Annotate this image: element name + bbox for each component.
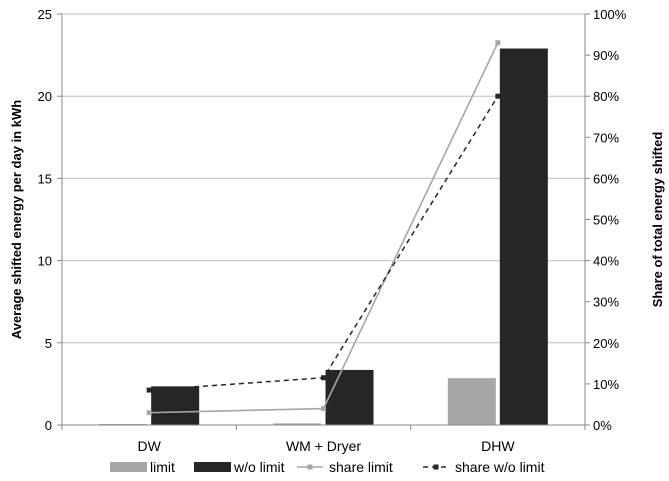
right-tick-label: 20%	[593, 336, 619, 351]
right-tick-label: 0%	[593, 418, 612, 433]
legend-label: share limit	[329, 459, 393, 475]
share-without-limit-line	[149, 95, 499, 391]
bar-without-limit	[151, 386, 200, 425]
left-axis-ticks: 0 5 10 15 20 25	[38, 7, 62, 433]
legend: limit w/o limit share limit share w/o limit	[110, 459, 545, 475]
right-tick-label: 40%	[593, 254, 619, 269]
left-tick-label: 15	[38, 171, 52, 186]
right-tick-label: 100%	[593, 7, 627, 22]
left-axis-title: Average shifted energy per day in kWh	[9, 100, 24, 339]
share-limit-marker	[321, 406, 326, 412]
share-lines	[146, 40, 501, 416]
left-tick-label: 10	[38, 254, 52, 269]
right-tick-label: 70%	[593, 130, 619, 145]
share-without-limit-marker	[495, 93, 501, 99]
right-tick-label: 10%	[593, 377, 619, 392]
right-axis-title: Share of total energy shifted	[650, 132, 665, 308]
bar-limit	[447, 378, 496, 425]
right-tick-label: 60%	[593, 171, 619, 186]
legend-label: w/o limit	[233, 459, 285, 475]
right-tick-label: 30%	[593, 295, 619, 310]
right-axis-ticks: 0% 10% 20% 30% 40% 50% 60% 70% 80% 90% 100%	[585, 7, 627, 433]
legend-swatch	[110, 462, 147, 472]
legend-marker	[307, 464, 313, 470]
right-tick-label: 50%	[593, 213, 619, 228]
right-tick-label: 90%	[593, 48, 619, 63]
left-tick-label: 25	[38, 7, 52, 22]
left-tick-label: 20	[38, 89, 52, 104]
legend-label: share w/o limit	[455, 459, 545, 475]
category-label: DHW	[481, 438, 515, 454]
legend-marker	[433, 464, 439, 470]
share-without-limit-marker	[321, 375, 326, 381]
legend-label: limit	[150, 459, 175, 475]
category-labels: DW WM + Dryer DHW	[138, 438, 516, 454]
share-limit-marker	[495, 40, 501, 46]
category-label: WM + Dryer	[286, 438, 361, 454]
bar-without-limit	[325, 369, 374, 425]
share-limit-line	[149, 42, 499, 414]
bar-without-limit	[499, 48, 548, 426]
left-tick-label: 5	[45, 336, 52, 351]
left-tick-label: 0	[45, 418, 52, 433]
bar-limit	[273, 423, 322, 425]
legend-swatch	[194, 462, 231, 472]
right-tick-label: 80%	[593, 89, 619, 104]
category-label: DW	[138, 438, 162, 454]
bars	[99, 48, 548, 426]
share-limit-marker	[146, 410, 152, 416]
share-without-limit-marker	[146, 387, 152, 393]
